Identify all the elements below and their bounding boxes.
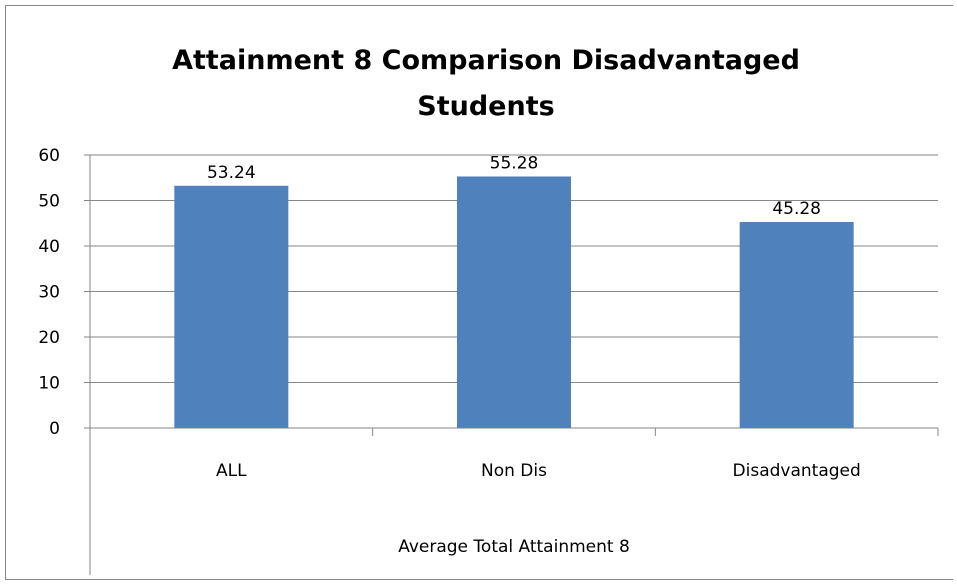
y-tick-label: 20 — [38, 328, 60, 348]
x-tick-label: ALL — [216, 461, 247, 481]
y-tick-label: 40 — [38, 237, 60, 257]
chart-title-line-1: Attainment 8 Comparison Disadvantaged — [172, 45, 800, 76]
chart-title-line-2: Students — [417, 91, 555, 122]
bar — [457, 176, 571, 428]
x-axis-label: Average Total Attainment 8 — [398, 537, 630, 557]
bar — [174, 185, 289, 428]
data-label: 45.28 — [772, 199, 821, 219]
chart-title: Attainment 8 Comparison Disadvantaged St… — [0, 38, 957, 130]
y-tick-label: 30 — [38, 283, 60, 303]
y-tick-label: 10 — [38, 374, 60, 394]
x-tick-label: Disadvantaged — [733, 461, 861, 481]
y-tick-label: 60 — [38, 146, 60, 166]
y-tick-label: 50 — [38, 192, 60, 212]
y-tick-label: 0 — [49, 419, 60, 439]
data-label: 53.24 — [207, 163, 256, 183]
bar — [739, 221, 854, 428]
data-label: 55.28 — [490, 153, 539, 173]
x-tick-label: Non Dis — [481, 461, 547, 481]
